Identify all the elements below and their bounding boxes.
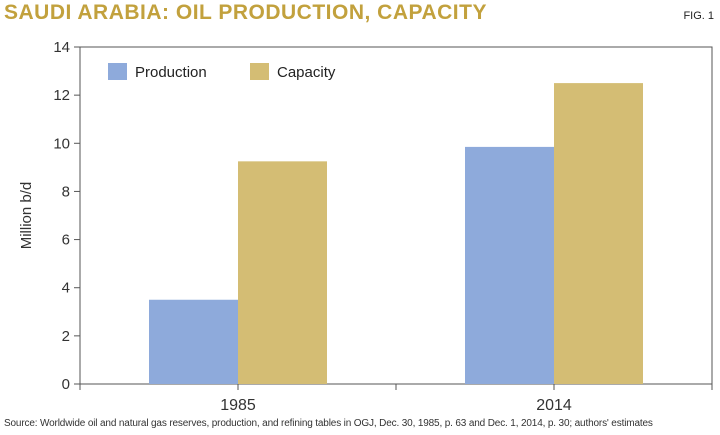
y-tick-label: 8 <box>62 183 70 200</box>
bar-production-2014 <box>465 146 554 384</box>
y-tick-label: 10 <box>53 135 70 152</box>
y-axis-label: Million b/d <box>18 182 35 250</box>
figure-label: FIG. 1 <box>683 10 714 22</box>
x-tick-label: 2014 <box>536 397 572 414</box>
source-note: Source: Worldwide oil and natural gas re… <box>4 418 653 429</box>
y-tick-label: 12 <box>53 87 70 104</box>
bar-chart: 0 2 4 6 8 10 12 14 Million b/d 1985 2014 Production… <box>18 39 713 414</box>
chart-title: SAUDI ARABIA: OIL PRODUCTION, CAPACITY <box>4 1 487 24</box>
y-tick-label: 14 <box>53 39 70 56</box>
bar-production-1985 <box>149 299 238 384</box>
bar-capacity-1985 <box>238 161 327 384</box>
legend-label-production: Production <box>135 64 207 81</box>
legend-swatch-capacity <box>250 63 269 80</box>
x-tick-label: 1985 <box>220 397 256 414</box>
y-tick-label: 4 <box>62 280 70 297</box>
bar-capacity-2014 <box>554 83 643 384</box>
legend-label-capacity: Capacity <box>277 64 336 81</box>
y-tick-label: 6 <box>62 232 70 249</box>
legend-swatch-production <box>108 63 127 80</box>
y-tick-label: 0 <box>62 376 70 393</box>
y-tick-label: 2 <box>62 328 70 345</box>
